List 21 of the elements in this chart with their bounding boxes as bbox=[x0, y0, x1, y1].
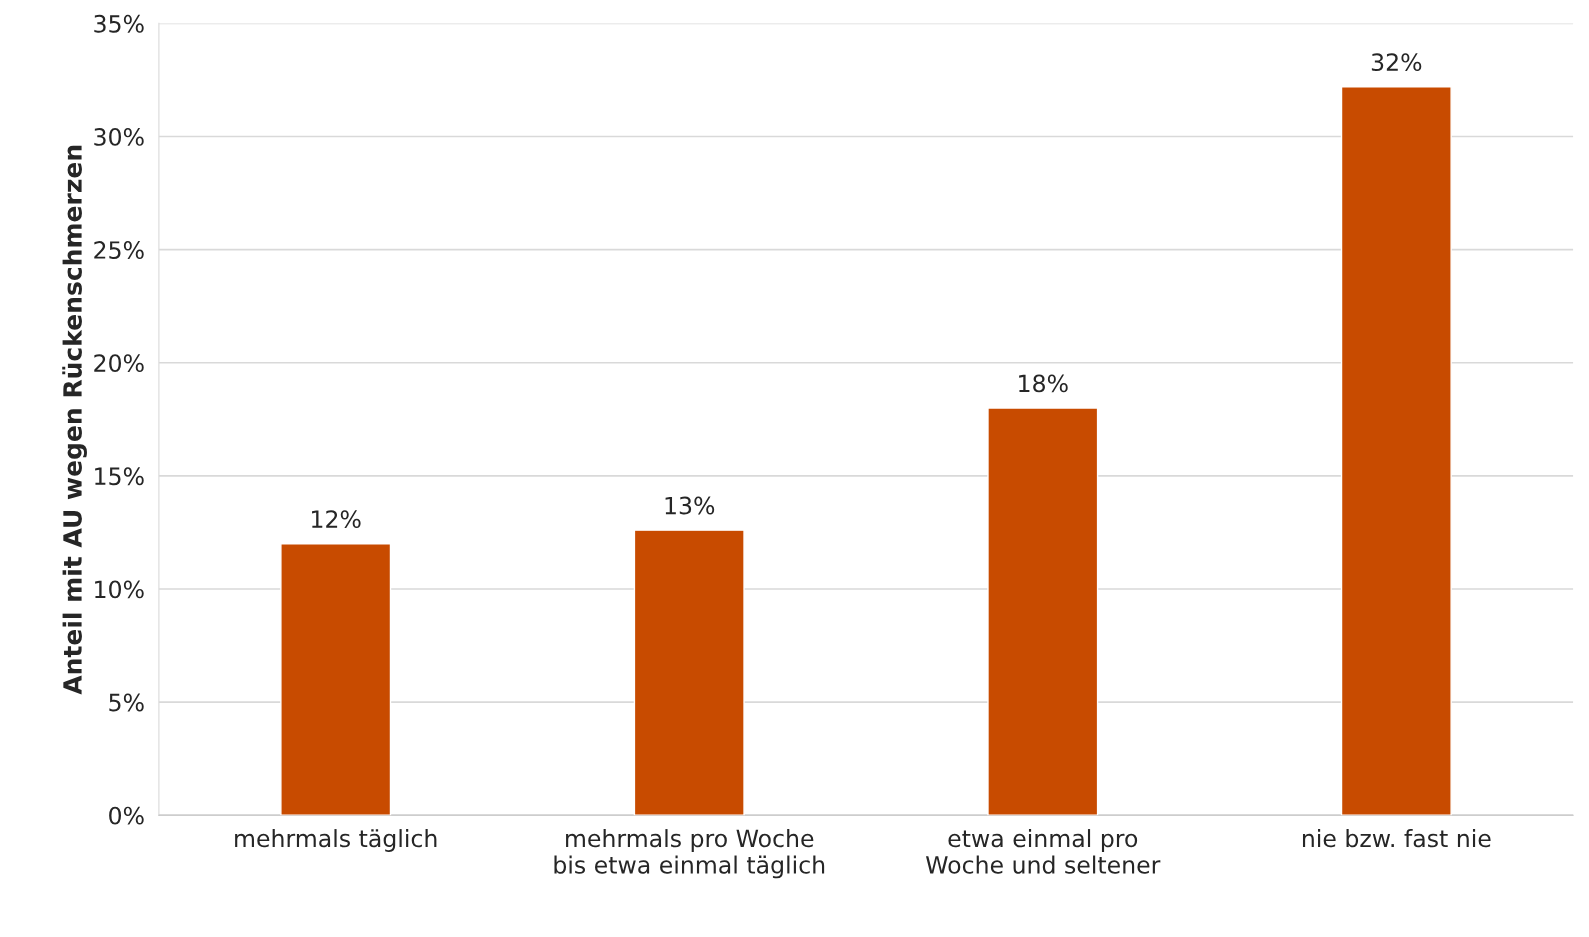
data-label: 13% bbox=[665, 496, 715, 515]
y-tick-label: 0% bbox=[109, 806, 144, 825]
y-tick-label: 25% bbox=[94, 241, 144, 259]
y-tick-label: 35% bbox=[94, 14, 144, 33]
y-tick-label: 30% bbox=[94, 127, 144, 146]
y-tick-label: 15% bbox=[95, 467, 144, 486]
bar bbox=[987, 407, 1099, 816]
data-label: 18% bbox=[1019, 374, 1068, 393]
y-tick-label: 10% bbox=[95, 580, 144, 599]
x-tick-label: mehrmals täglich bbox=[235, 829, 437, 852]
data-label: 12% bbox=[312, 510, 361, 529]
x-tick-label: nie bzw. fast nie bbox=[1302, 829, 1491, 848]
bar bbox=[633, 529, 745, 816]
data-label: 32% bbox=[1371, 53, 1422, 72]
y-axis-title: Anteil mit AU wegen Rückenschmerzen bbox=[62, 145, 87, 695]
y-tick-label: 5% bbox=[109, 693, 144, 712]
bar bbox=[280, 543, 392, 816]
y-tick-label: 20% bbox=[94, 354, 144, 373]
bar bbox=[1340, 86, 1452, 816]
x-tick-label: mehrmals pro Woche bis etwa einmal täglich bbox=[554, 829, 825, 879]
x-tick-label: etwa einmal pro Woche und seltener bbox=[925, 829, 1161, 874]
